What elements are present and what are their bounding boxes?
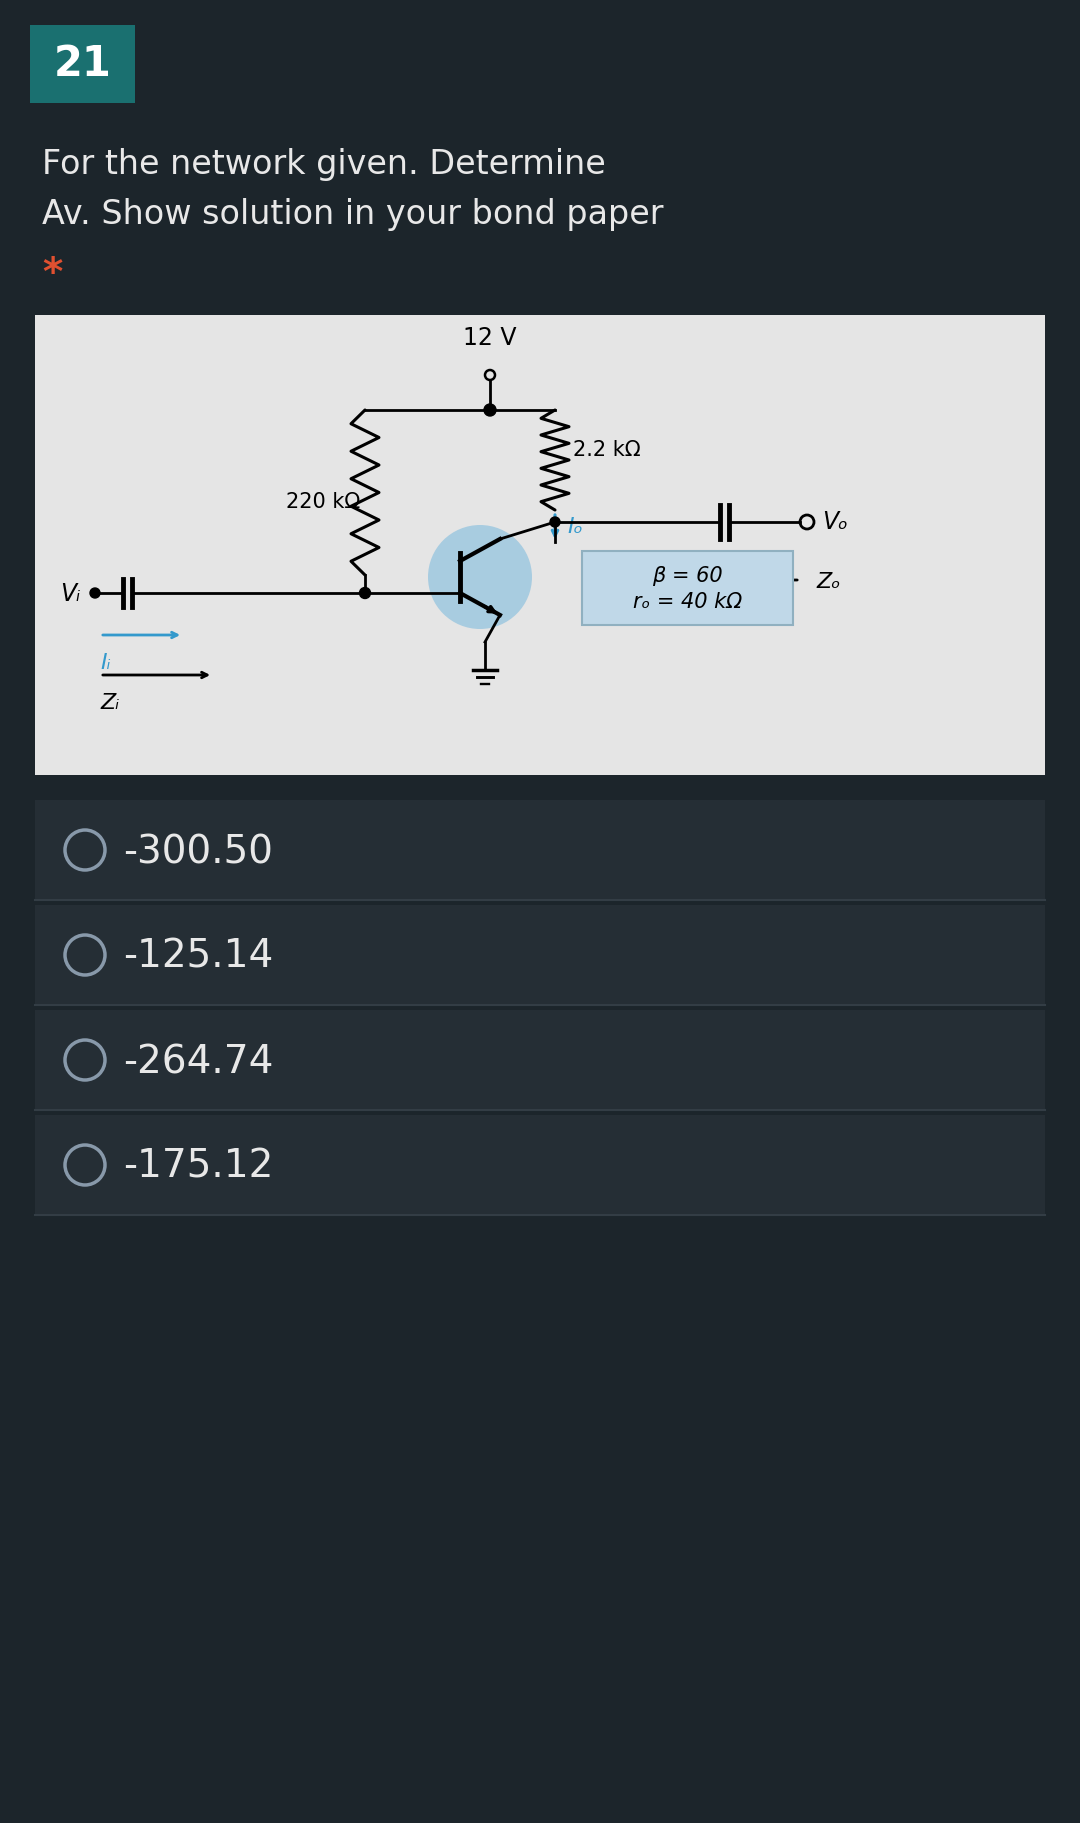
FancyBboxPatch shape <box>35 1116 1045 1214</box>
FancyBboxPatch shape <box>35 1010 1045 1110</box>
Circle shape <box>484 405 496 416</box>
Text: 2.2 kΩ: 2.2 kΩ <box>573 439 640 459</box>
FancyBboxPatch shape <box>35 315 1045 775</box>
Circle shape <box>550 518 561 527</box>
Text: Av. Show solution in your bond paper: Av. Show solution in your bond paper <box>42 199 663 232</box>
Text: 220 kΩ: 220 kΩ <box>286 492 360 512</box>
FancyBboxPatch shape <box>582 551 793 625</box>
Text: β = 60: β = 60 <box>652 565 723 585</box>
Text: Vᵢ: Vᵢ <box>60 582 81 605</box>
Text: Zᵢ: Zᵢ <box>100 693 119 713</box>
Text: Vₒ: Vₒ <box>822 510 848 534</box>
Text: -175.12: -175.12 <box>123 1148 273 1187</box>
Text: -300.50: -300.50 <box>123 833 273 871</box>
Text: For the network given. Determine: For the network given. Determine <box>42 148 606 180</box>
FancyBboxPatch shape <box>30 26 135 104</box>
Text: rₒ = 40 kΩ: rₒ = 40 kΩ <box>633 592 742 613</box>
FancyBboxPatch shape <box>35 800 1045 901</box>
FancyBboxPatch shape <box>35 904 1045 1004</box>
Text: -264.74: -264.74 <box>123 1043 273 1081</box>
Text: Iₒ: Iₒ <box>567 518 583 538</box>
Text: *: * <box>42 255 63 294</box>
Circle shape <box>90 589 100 598</box>
Circle shape <box>428 525 532 629</box>
Circle shape <box>360 587 370 598</box>
Text: -125.14: -125.14 <box>123 939 273 975</box>
Text: Iᵢ: Iᵢ <box>100 653 110 673</box>
Text: 21: 21 <box>54 44 111 86</box>
Text: 12 V: 12 V <box>463 326 516 350</box>
Text: Zₒ: Zₒ <box>816 572 840 592</box>
